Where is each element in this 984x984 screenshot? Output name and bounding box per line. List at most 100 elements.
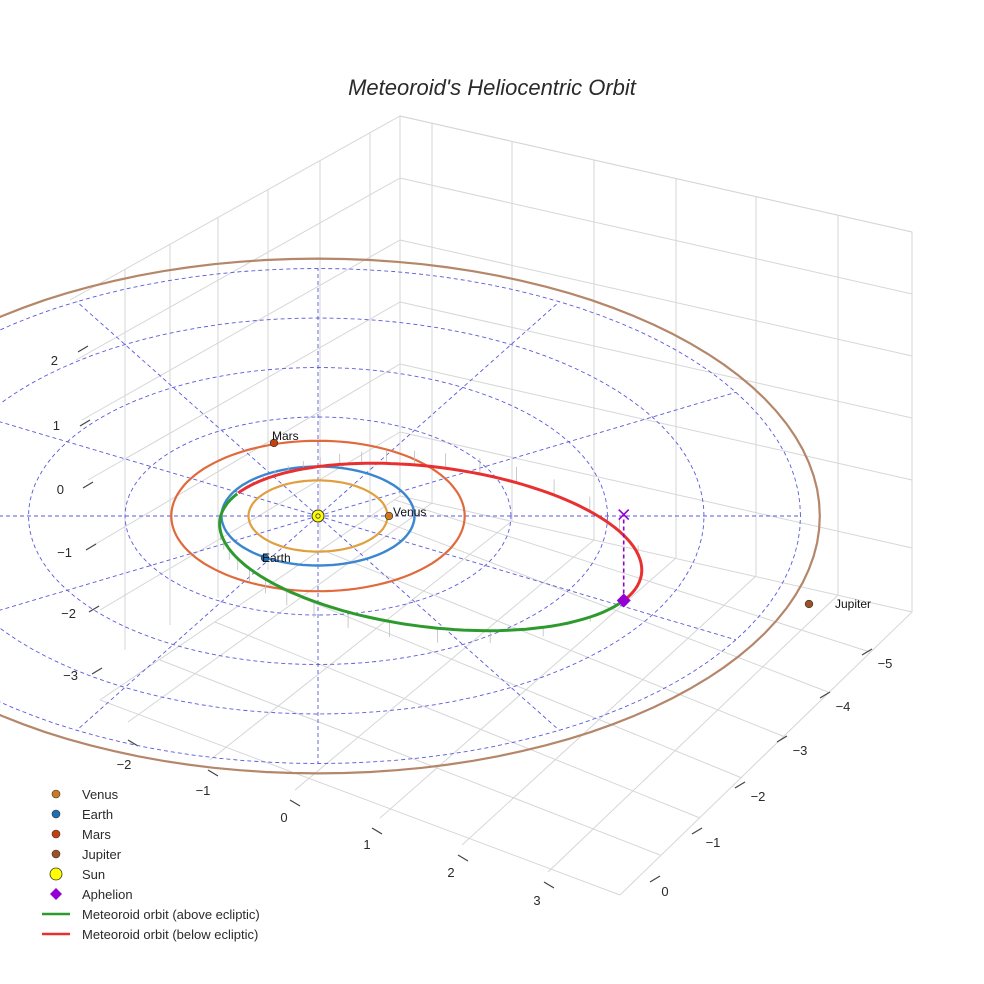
- floor-grid-line: [321, 549, 786, 738]
- legend-label: Earth: [82, 807, 113, 822]
- ecliptic-spoke: [317, 391, 737, 517]
- tick-mark: [82, 481, 94, 489]
- floor-grid-line: [269, 584, 743, 779]
- legend-marker: [51, 789, 61, 799]
- floor-grid-line: [547, 594, 839, 873]
- x-tick-label: 3: [533, 893, 540, 908]
- tick-mark: [289, 799, 301, 807]
- x-tick-label: 1: [363, 837, 370, 852]
- tick-mark: [734, 781, 746, 789]
- x-tick-label: 0: [280, 810, 287, 825]
- legend: Venus Earth Mars Jupiter Sun Aphelion Meteoroi…: [42, 787, 260, 942]
- y-tick-label: −1: [706, 835, 721, 850]
- mars-label: Mars: [272, 429, 299, 443]
- chart-title: Meteoroid's Heliocentric Orbit: [348, 75, 637, 100]
- legend-item[interactable]: Aphelion: [50, 887, 133, 902]
- z-tick-label: 0: [57, 482, 64, 497]
- y-tick-label: 0: [661, 884, 668, 899]
- tick-mark: [88, 605, 100, 613]
- aphelion-ecliptic-cross: [618, 508, 630, 521]
- x-tick-label: 2: [447, 865, 454, 880]
- tick-mark: [861, 648, 873, 656]
- back-wall: [399, 115, 913, 613]
- legend-marker: [50, 888, 62, 900]
- back-grid-line: [399, 115, 913, 233]
- jupiter-orbit: [0, 257, 821, 775]
- tick-mark: [127, 739, 139, 747]
- left-grid-line: [93, 363, 401, 546]
- tick-mark: [91, 667, 103, 675]
- legend-item[interactable]: Jupiter: [51, 847, 122, 862]
- legend-marker: [51, 829, 61, 839]
- ecliptic-spoke: [76, 301, 319, 517]
- mars-marker: [269, 438, 279, 448]
- floor-grid-line: [209, 520, 513, 761]
- legend-item[interactable]: Earth: [51, 807, 113, 822]
- back-grid-line: [399, 301, 913, 419]
- floor-grid-line: [369, 515, 829, 693]
- venus-label: Venus: [393, 505, 426, 519]
- back-grid-line: [399, 177, 913, 295]
- ecliptic-ring: [28, 367, 608, 665]
- jupiter-label: Jupiter: [835, 597, 871, 611]
- floor-grid-line: [379, 557, 677, 819]
- left-grid-line: [75, 177, 401, 361]
- sun-marker: [311, 509, 325, 523]
- legend-item[interactable]: Meteoroid orbit (above ecliptic): [42, 907, 260, 922]
- legend-label: Mars: [82, 827, 111, 842]
- venus-orbit: [247, 479, 389, 553]
- legend-label: Meteoroid orbit (above ecliptic): [82, 907, 260, 922]
- z-tick-label: 2: [51, 353, 58, 368]
- axes-box-grid: [69, 115, 913, 896]
- y-tick-label: −5: [878, 656, 893, 671]
- back-grid-line: [399, 239, 913, 357]
- z-tick-label: −1: [57, 545, 72, 560]
- legend-label: Aphelion: [82, 887, 133, 902]
- legend-item[interactable]: Venus: [51, 787, 119, 802]
- tick-mark: [819, 691, 831, 699]
- legend-marker: [49, 867, 63, 881]
- y-tick-label: −4: [836, 699, 851, 714]
- tick-mark: [85, 543, 97, 551]
- x-tick-label: −2: [117, 757, 132, 772]
- legend-item[interactable]: Sun: [49, 867, 105, 882]
- legend-item[interactable]: Mars: [51, 827, 111, 842]
- aphelion-marker: [616, 593, 631, 608]
- z-tick-label: 1: [53, 418, 60, 433]
- tick-mark: [776, 735, 788, 743]
- legend-label: Venus: [82, 787, 119, 802]
- tick-mark: [371, 827, 383, 835]
- tick-mark: [457, 854, 469, 862]
- jupiter-marker: [804, 599, 814, 609]
- left-grid-line: [87, 301, 401, 481]
- legend-label: Jupiter: [82, 847, 122, 862]
- legend-label: Meteoroid orbit (below ecliptic): [82, 927, 258, 942]
- legend-item[interactable]: Meteoroid orbit (below ecliptic): [42, 927, 258, 942]
- tick-mark: [543, 881, 555, 889]
- ecliptic-spoke: [317, 515, 560, 731]
- tick-mark: [207, 769, 219, 777]
- tick-mark: [77, 345, 89, 353]
- tick-mark: [79, 419, 91, 427]
- y-tick-label: −2: [751, 789, 766, 804]
- ecliptic-spoke: [0, 421, 319, 517]
- legend-marker: [51, 809, 61, 819]
- axis-tick-marks: [77, 345, 873, 889]
- earth-marker: [260, 553, 270, 563]
- z-tick-label: −3: [63, 668, 78, 683]
- floor-grid-line: [214, 621, 701, 819]
- earth-label: Earth: [262, 551, 291, 565]
- floor-grid-line: [619, 611, 913, 896]
- z-tick-label: −2: [61, 606, 76, 621]
- back-grid-line: [399, 363, 913, 481]
- floor-grid-line: [394, 499, 871, 653]
- axis-tick-labels: 2 1 0 −1 −2 −3 −2 −1 0 1 2 3 −5 −4 −3 −2…: [51, 353, 893, 908]
- ecliptic-spoke: [76, 515, 319, 731]
- ecliptic-ring: [0, 317, 705, 715]
- ecliptic-spoke: [0, 515, 319, 611]
- floor-grid-line: [99, 699, 621, 896]
- plot-layer: Venus Earth Mars Jupiter: [0, 257, 871, 775]
- tick-mark: [649, 875, 661, 883]
- x-tick-label: −1: [196, 783, 211, 798]
